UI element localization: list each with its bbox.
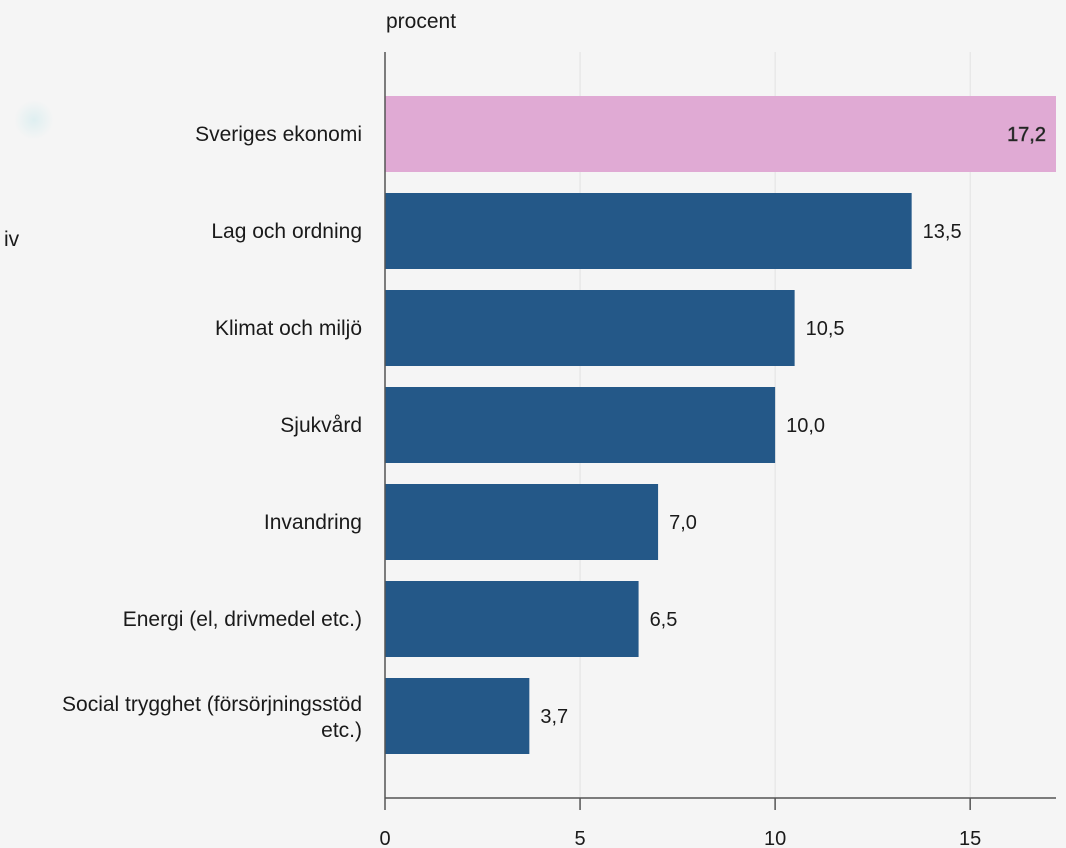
bars: Sveriges ekonomi 17,2 Lag och ordning 13,5 K… xyxy=(62,96,1056,754)
bar-0 xyxy=(385,96,1056,172)
bar-4 xyxy=(385,484,659,560)
axis-unit-label: procent xyxy=(386,10,456,33)
bar-1 xyxy=(385,193,912,269)
category-label-2: Klimat och miljö xyxy=(215,317,362,340)
value-label-4: 7,0 xyxy=(669,512,697,534)
bar-6 xyxy=(385,678,530,754)
bar-2 xyxy=(385,290,795,366)
value-label-1: 13,5 xyxy=(923,221,962,243)
value-label-6: 3,7 xyxy=(540,706,568,728)
value-label-2: 10,5 xyxy=(806,318,845,340)
axes: 0 5 10 15 xyxy=(379,52,1056,848)
category-label-0: Sveriges ekonomi xyxy=(195,123,362,146)
x-tick-label-10: 10 xyxy=(764,828,786,848)
value-label-3: 10,0 xyxy=(786,415,825,437)
category-label-5: Energi (el, drivmedel etc.) xyxy=(123,608,362,631)
value-label-0: 17,2 xyxy=(1007,124,1046,146)
category-label-1: Lag och ordning xyxy=(211,220,362,243)
highlight-glow xyxy=(14,100,54,140)
bar-5 xyxy=(385,581,639,657)
category-label-3: Sjukvård xyxy=(280,414,362,437)
x-tick-label-15: 15 xyxy=(959,828,981,848)
truncated-text-fragment: iv xyxy=(4,228,20,251)
value-label-5: 6,5 xyxy=(650,609,678,631)
x-tick-label-0: 0 xyxy=(379,828,390,848)
bar-3 xyxy=(385,387,776,463)
x-tick-label-5: 5 xyxy=(574,828,585,848)
category-label-4: Invandring xyxy=(264,511,362,534)
category-label-6: Social trygghet (försörjningsstöd etc.) xyxy=(62,693,362,742)
